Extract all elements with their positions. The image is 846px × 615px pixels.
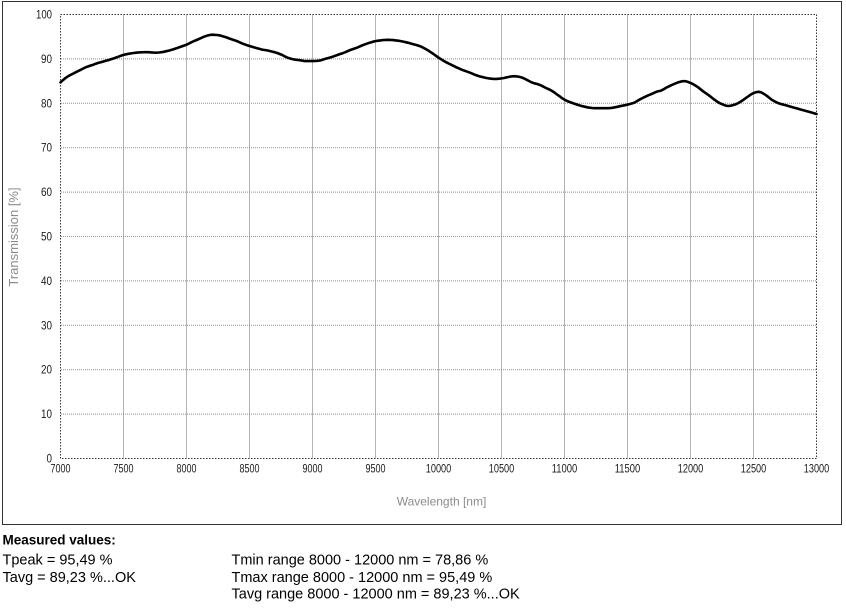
svg-text:12000: 12000: [678, 464, 704, 476]
svg-text:12500: 12500: [741, 464, 767, 476]
svg-text:8500: 8500: [240, 464, 260, 476]
svg-text:90: 90: [41, 54, 52, 66]
svg-text:7000: 7000: [51, 464, 71, 476]
svg-text:30: 30: [41, 320, 52, 332]
svg-text:100: 100: [36, 10, 52, 22]
svg-text:13000: 13000: [804, 464, 830, 476]
svg-text:9500: 9500: [366, 464, 386, 476]
svg-text:10: 10: [41, 409, 52, 421]
svg-text:40: 40: [41, 276, 52, 288]
svg-text:10000: 10000: [426, 464, 452, 476]
svg-text:7500: 7500: [114, 464, 134, 476]
svg-text:Tavg range 8000 - 12000 nm = 8: Tavg range 8000 - 12000 nm = 89,23 %...O…: [232, 586, 521, 602]
svg-text:Tpeak = 95,49 %: Tpeak = 95,49 %: [3, 553, 113, 569]
svg-text:Tmax range 8000 - 12000 nm = 9: Tmax range 8000 - 12000 nm = 95,49 %: [232, 570, 493, 586]
svg-text:80: 80: [41, 98, 52, 110]
svg-text:50: 50: [41, 232, 52, 244]
svg-text:Tmin range 8000 - 12000 nm = 7: Tmin range 8000 - 12000 nm = 78,86 %: [232, 553, 489, 569]
svg-text:Transmission [%]: Transmission [%]: [6, 187, 21, 286]
svg-text:Measured values:: Measured values:: [3, 533, 116, 548]
svg-text:10500: 10500: [489, 464, 515, 476]
svg-text:0: 0: [47, 454, 53, 466]
svg-text:11000: 11000: [552, 464, 578, 476]
svg-text:Tavg = 89,23 %...OK: Tavg = 89,23 %...OK: [3, 570, 137, 586]
svg-text:20: 20: [41, 365, 52, 377]
svg-text:11500: 11500: [615, 464, 641, 476]
svg-text:Wavelength [nm]: Wavelength [nm]: [397, 495, 487, 509]
svg-text:8000: 8000: [177, 464, 197, 476]
svg-text:70: 70: [41, 143, 52, 155]
svg-text:60: 60: [41, 187, 52, 199]
svg-text:9000: 9000: [303, 464, 323, 476]
